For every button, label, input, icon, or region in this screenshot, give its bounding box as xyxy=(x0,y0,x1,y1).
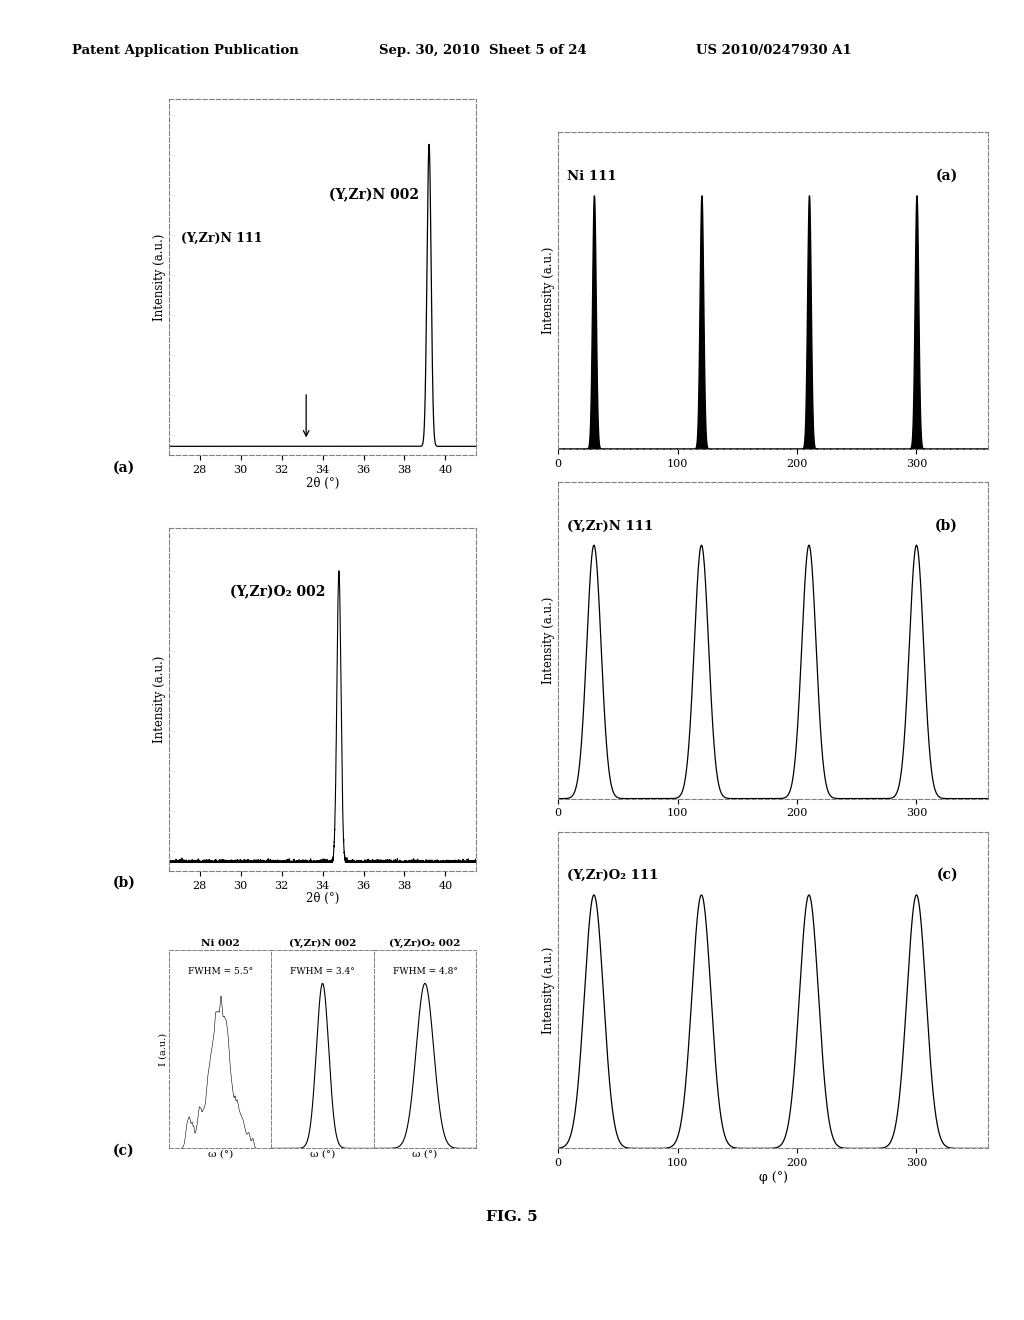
X-axis label: φ (°): φ (°) xyxy=(759,1171,787,1184)
Y-axis label: I (a.u.): I (a.u.) xyxy=(159,1032,168,1067)
Text: (Y,Zr)N 002: (Y,Zr)N 002 xyxy=(289,940,356,949)
Text: (c): (c) xyxy=(113,1144,134,1158)
Text: (Y,Zr)N 111: (Y,Zr)N 111 xyxy=(566,519,653,532)
Y-axis label: Intensity (a.u.): Intensity (a.u.) xyxy=(543,946,555,1034)
Y-axis label: Intensity (a.u.): Intensity (a.u.) xyxy=(543,597,555,684)
Text: FWHM = 5.5°: FWHM = 5.5° xyxy=(187,968,253,977)
Text: (b): (b) xyxy=(113,876,135,890)
Y-axis label: Intensity (a.u.): Intensity (a.u.) xyxy=(154,656,166,743)
Text: (Y,Zr)O₂ 002: (Y,Zr)O₂ 002 xyxy=(389,940,461,949)
Text: FIG. 5: FIG. 5 xyxy=(486,1210,538,1224)
X-axis label: ω (°): ω (°) xyxy=(310,1150,335,1159)
Text: Patent Application Publication: Patent Application Publication xyxy=(72,44,298,57)
Text: FWHM = 4.8°: FWHM = 4.8° xyxy=(392,968,458,977)
Text: Sep. 30, 2010  Sheet 5 of 24: Sep. 30, 2010 Sheet 5 of 24 xyxy=(379,44,587,57)
Text: Ni 111: Ni 111 xyxy=(566,169,616,182)
X-axis label: ω (°): ω (°) xyxy=(208,1150,232,1159)
Text: FWHM = 3.4°: FWHM = 3.4° xyxy=(290,968,355,977)
Text: US 2010/0247930 A1: US 2010/0247930 A1 xyxy=(696,44,852,57)
Text: (Y,Zr)O₂ 002: (Y,Zr)O₂ 002 xyxy=(230,586,326,599)
Text: (Y,Zr)N 002: (Y,Zr)N 002 xyxy=(329,187,419,202)
Text: (Y,Zr)N 111: (Y,Zr)N 111 xyxy=(181,231,263,244)
Text: (b): (b) xyxy=(935,519,958,532)
X-axis label: 2θ (°): 2θ (°) xyxy=(306,477,339,490)
X-axis label: ω (°): ω (°) xyxy=(413,1150,437,1159)
Text: (a): (a) xyxy=(113,461,135,474)
Text: (Y,Zr)O₂ 111: (Y,Zr)O₂ 111 xyxy=(566,869,658,882)
Y-axis label: Intensity (a.u.): Intensity (a.u.) xyxy=(543,247,555,334)
X-axis label: 2θ (°): 2θ (°) xyxy=(306,892,339,906)
Text: (c): (c) xyxy=(936,869,958,882)
Y-axis label: Intensity (a.u.): Intensity (a.u.) xyxy=(154,234,166,321)
Text: (a): (a) xyxy=(936,169,958,182)
Text: Ni 002: Ni 002 xyxy=(201,940,240,949)
